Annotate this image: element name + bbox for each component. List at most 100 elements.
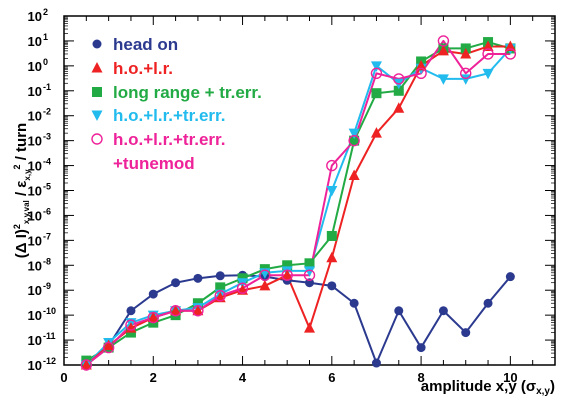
data-point	[80, 359, 93, 371]
data-point	[193, 273, 203, 283]
data-point	[461, 328, 471, 338]
data-point	[126, 306, 136, 316]
y-tick-exponent: -4	[43, 157, 51, 167]
data-point	[102, 341, 115, 354]
legend: head on h.o.+l.r. long range + tr.err. h.o.…	[91, 35, 262, 173]
y-tick-base: 10	[28, 84, 42, 99]
data-point	[282, 260, 293, 271]
data-point	[326, 186, 338, 197]
y-tick-exponent: -12	[43, 356, 56, 366]
y-tick-base: 10	[28, 333, 42, 348]
data-point	[483, 298, 493, 308]
data-point	[505, 272, 515, 282]
y-tick-base: 10	[28, 208, 42, 223]
data-point	[259, 269, 271, 281]
data-point	[326, 159, 338, 172]
y-tick-label: 10 1	[28, 32, 48, 49]
y-tick-label: 10 -7	[28, 231, 51, 248]
data-point	[393, 85, 404, 96]
x-tick-label: 0	[60, 370, 67, 385]
y-tick-base: 10	[28, 159, 42, 174]
y-tick-exponent: -2	[43, 107, 51, 117]
legend-label: h.o.+l.r.+tr.err.	[113, 106, 225, 125]
data-point	[348, 169, 360, 180]
y-tick-label: 10 -8	[28, 256, 51, 273]
y-tick-exponent: -6	[43, 206, 51, 216]
data-point	[394, 306, 404, 316]
data-point	[415, 59, 427, 71]
legend-marker	[91, 110, 103, 121]
y-tick-label: 10 -10	[28, 306, 56, 323]
legend-label: h.o.+l.r.+tr.err.	[113, 130, 225, 149]
data-point	[305, 278, 314, 288]
data-point	[371, 358, 381, 368]
y-tick-base: 10	[28, 134, 42, 149]
y-tick-exponent: -1	[43, 82, 51, 92]
y-tick-base: 10	[28, 184, 42, 199]
legend-marker	[92, 39, 102, 49]
data-point	[169, 305, 182, 317]
data-point	[259, 279, 271, 291]
data-point	[482, 68, 494, 80]
y-tick-label: 10 -1	[28, 82, 51, 99]
y-tick-exponent: -9	[43, 281, 51, 291]
y-tick-exponent: -7	[43, 231, 51, 241]
data-point	[281, 269, 293, 280]
y-tick-exponent: -8	[43, 256, 51, 266]
data-point	[327, 281, 337, 291]
data-point	[326, 251, 338, 263]
legend-marker	[92, 87, 102, 97]
data-point	[326, 230, 337, 241]
data-point	[170, 304, 182, 316]
data-point	[437, 74, 449, 85]
y-tick-base: 10	[28, 34, 42, 49]
data-point	[348, 134, 360, 147]
legend-marker	[91, 133, 103, 145]
data-point	[148, 289, 158, 299]
data-point	[504, 48, 517, 60]
axis-labels: amplitude x,y (σx,y) (Δ I)2x,y,val / εx,y…	[12, 123, 555, 397]
data-point	[370, 61, 382, 72]
y-tick-label: 10 -12	[28, 356, 56, 373]
data-point	[171, 278, 181, 288]
data-point	[460, 67, 472, 80]
data-point	[348, 128, 360, 140]
data-point	[147, 311, 159, 323]
data-point	[415, 67, 427, 80]
data-point	[460, 47, 472, 59]
data-point	[349, 135, 360, 146]
data-point	[103, 339, 115, 351]
y-tick-base: 10	[28, 358, 42, 373]
data-point	[416, 343, 426, 353]
data-point	[504, 40, 516, 51]
data-point	[437, 44, 449, 56]
data-point	[281, 269, 293, 281]
data-point	[482, 48, 494, 60]
data-point	[370, 67, 383, 80]
data-point	[371, 88, 382, 99]
y-tick-exponent: -10	[43, 306, 56, 316]
data-point	[192, 304, 204, 316]
data-point	[215, 282, 226, 293]
y-tick-base: 10	[28, 233, 42, 248]
data-point	[437, 35, 450, 47]
data-point	[304, 266, 315, 277]
data-point	[147, 311, 159, 324]
y-tick-label: 10 -6	[28, 206, 51, 223]
y-tick-exponent: -5	[43, 182, 51, 192]
x-tick-label: 8	[417, 370, 424, 385]
y-tick-label: 10 -9	[28, 281, 51, 298]
data-point	[393, 102, 405, 113]
data-point	[370, 127, 382, 138]
data-point	[393, 73, 405, 85]
y-tick-base: 10	[28, 258, 42, 273]
y-tick-exponent: 0	[43, 57, 48, 67]
x-tick-label: 2	[150, 370, 157, 385]
y-tick-base: 10	[28, 9, 42, 24]
data-point	[482, 40, 494, 51]
y-tick-label: 10 0	[28, 57, 48, 74]
x-tick-label: 10	[503, 370, 517, 385]
data-point	[80, 359, 92, 370]
